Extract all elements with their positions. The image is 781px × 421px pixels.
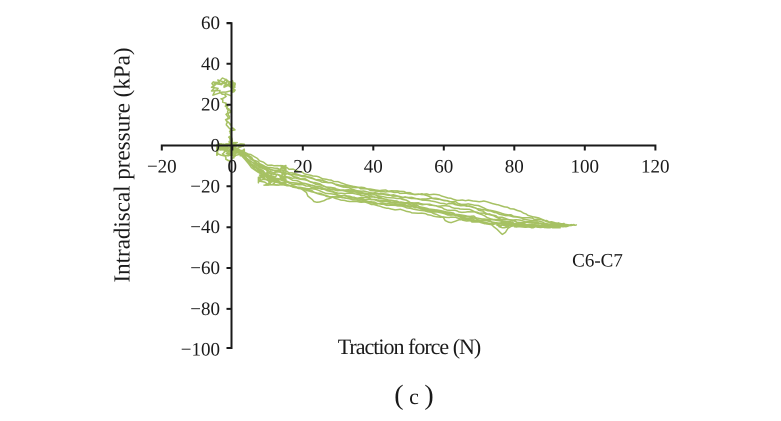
- svg-text:0: 0: [211, 136, 221, 157]
- svg-text:60: 60: [201, 13, 220, 34]
- svg-text:−20: −20: [147, 156, 177, 177]
- svg-text:120: 120: [641, 156, 670, 177]
- svg-text:20: 20: [293, 156, 312, 177]
- svg-text:−40: −40: [190, 217, 220, 238]
- svg-text:−100: −100: [181, 340, 220, 361]
- svg-text:−20: −20: [190, 176, 220, 197]
- svg-text:40: 40: [201, 54, 220, 75]
- svg-text:Intradiscal pressure (kPa): Intradiscal pressure (kPa): [110, 47, 135, 282]
- svg-text:60: 60: [434, 156, 453, 177]
- svg-text:Traction force (N): Traction force (N): [338, 334, 481, 359]
- svg-text:100: 100: [571, 156, 600, 177]
- svg-text:−80: −80: [190, 299, 220, 320]
- svg-text:0: 0: [228, 156, 238, 177]
- svg-text:20: 20: [201, 95, 220, 116]
- svg-text:40: 40: [364, 156, 383, 177]
- svg-text:80: 80: [505, 156, 524, 177]
- svg-text:−60: −60: [190, 258, 220, 279]
- svg-text:( c ): ( c ): [394, 380, 433, 411]
- svg-text:C6-C7: C6-C7: [572, 251, 623, 272]
